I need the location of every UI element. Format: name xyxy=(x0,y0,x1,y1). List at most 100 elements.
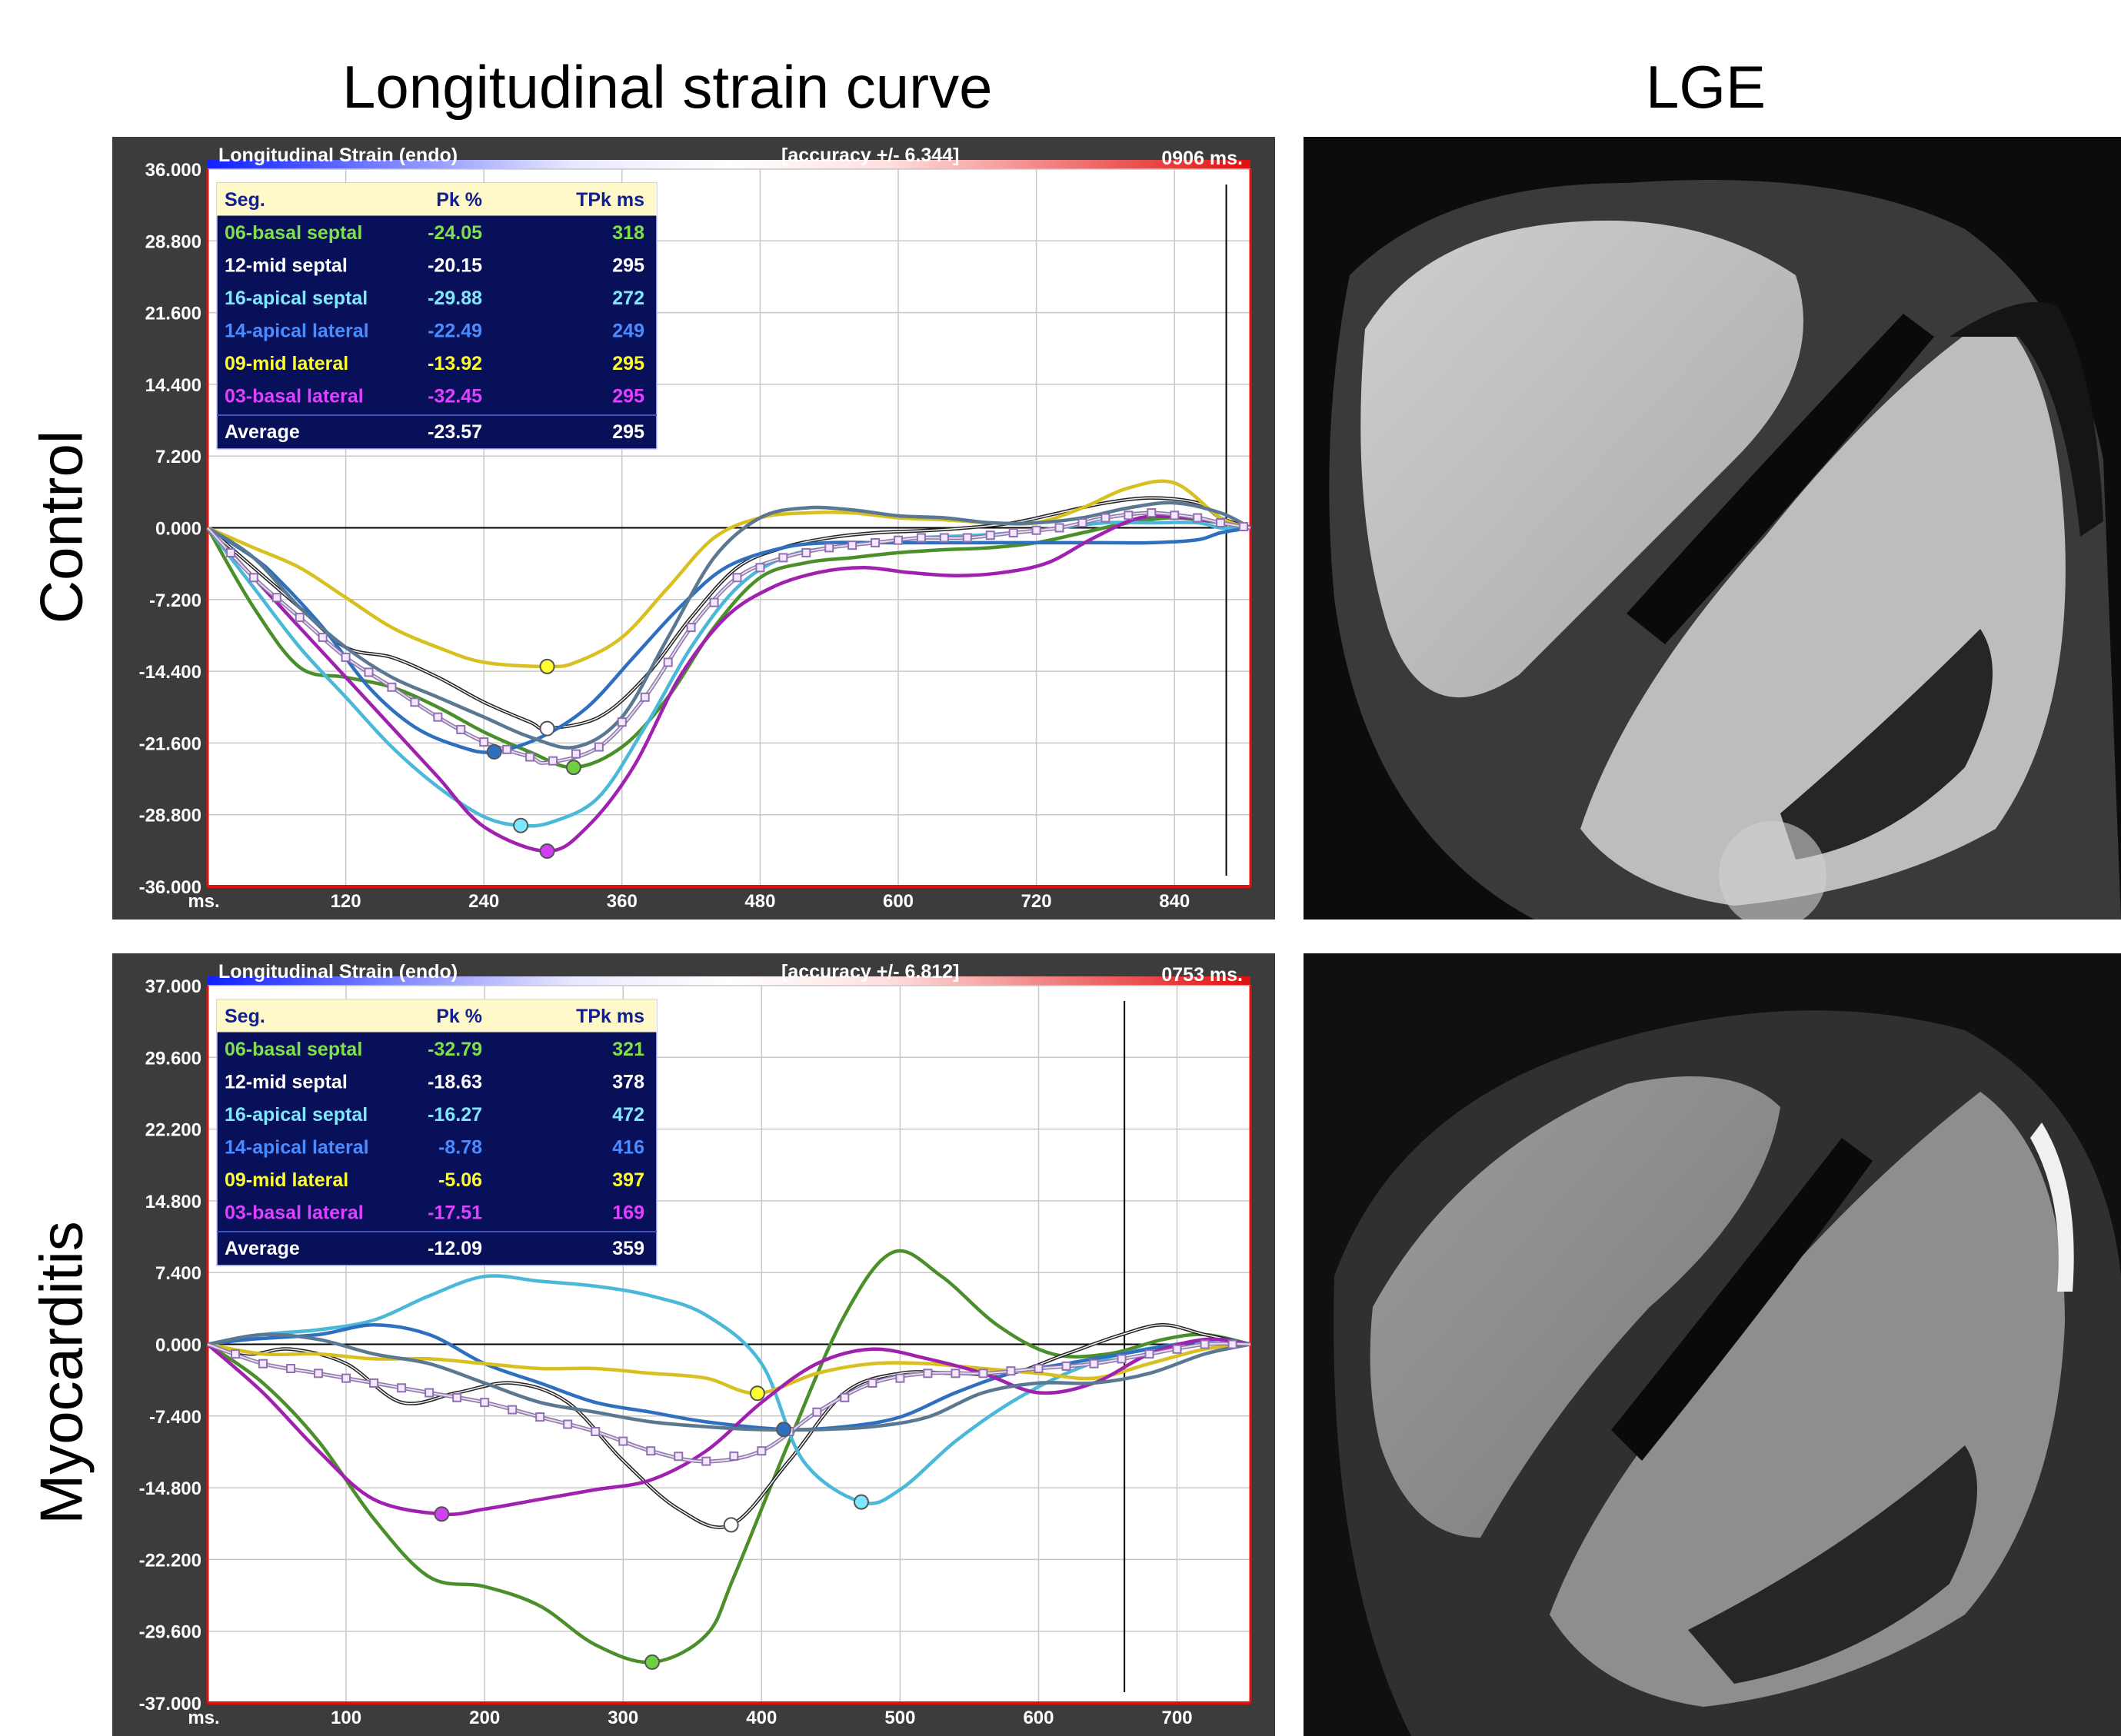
x-tick-label: 720 xyxy=(1021,891,1052,912)
average-marker xyxy=(962,533,972,543)
table-seg-name: 06-basal septal xyxy=(225,222,362,244)
average-marker xyxy=(871,537,881,547)
table-header-pk: Pk % xyxy=(436,189,482,211)
table-tpk-value: 295 xyxy=(612,353,644,374)
peak-marker xyxy=(539,843,555,859)
average-marker xyxy=(1100,513,1110,523)
average-marker xyxy=(1054,523,1064,533)
table-pk-value: -29.88 xyxy=(428,288,482,309)
chart-title: Longitudinal Strain (endo) xyxy=(218,145,458,166)
series-line-inner xyxy=(207,497,1251,730)
average-marker xyxy=(425,1388,435,1398)
average-marker xyxy=(895,1373,905,1383)
table-header-seg: Seg. xyxy=(225,189,265,211)
table-seg-name: 03-basal lateral xyxy=(225,1202,364,1224)
average-marker xyxy=(502,744,512,754)
average-marker xyxy=(225,547,235,557)
row-label-control: Control xyxy=(27,430,95,624)
average-marker xyxy=(663,657,673,667)
table-seg-name: 16-apical septal xyxy=(225,288,368,309)
x-tick-label: 600 xyxy=(1023,1708,1054,1728)
average-marker xyxy=(364,667,374,677)
table-tpk-value: 295 xyxy=(612,255,644,277)
average-marker xyxy=(387,682,397,692)
table-tpk-value: 272 xyxy=(612,288,644,309)
x-tick-label: 500 xyxy=(884,1708,915,1728)
average-marker xyxy=(397,1383,407,1393)
average-marker xyxy=(1193,513,1203,523)
peak-marker xyxy=(723,1517,739,1533)
average-marker xyxy=(1117,1354,1127,1364)
peak-table-bg xyxy=(216,182,658,450)
table-seg-name: 06-basal septal xyxy=(225,1039,362,1060)
average-marker xyxy=(732,573,742,583)
peak-marker xyxy=(539,658,555,674)
average-marker xyxy=(1124,510,1134,520)
y-tick-label: -28.800 xyxy=(139,806,201,826)
peak-marker xyxy=(434,1506,450,1522)
peak-table-header-bg xyxy=(217,183,657,216)
color-scale-bar xyxy=(208,976,1250,986)
average-marker xyxy=(757,1446,767,1456)
average-marker xyxy=(480,1398,490,1408)
average-marker xyxy=(571,749,581,759)
average-marker xyxy=(341,652,351,662)
table-seg-name: 14-apical lateral xyxy=(225,1137,369,1159)
average-marker xyxy=(916,533,926,543)
average-marker xyxy=(1031,525,1041,535)
row-label-myocarditis: Myocarditis xyxy=(27,1221,95,1525)
series-line xyxy=(207,1342,1251,1395)
average-marker xyxy=(369,1378,379,1388)
series-line xyxy=(206,1249,1251,1664)
peak-marker xyxy=(644,1654,661,1670)
y-tick-label: -21.600 xyxy=(139,733,201,754)
average-marker xyxy=(640,692,650,702)
table-header-tpk: TPk ms xyxy=(576,1006,644,1027)
y-tick-label: 21.600 xyxy=(145,304,201,324)
average-marker xyxy=(231,1349,241,1359)
average-marker xyxy=(978,1369,988,1378)
table-tpk-value: 169 xyxy=(612,1202,644,1224)
average-marker xyxy=(1172,1344,1182,1354)
time-label: 0906 ms. xyxy=(1161,148,1243,169)
average-marker xyxy=(1216,518,1226,528)
average-marker xyxy=(271,593,281,603)
average-marker xyxy=(923,1369,933,1378)
average-marker xyxy=(1147,508,1157,518)
average-marker xyxy=(508,1405,518,1415)
average-marker xyxy=(1144,1349,1154,1359)
series-line xyxy=(206,1337,1251,1517)
series-line xyxy=(206,526,1251,754)
y-tick-label: -37.000 xyxy=(139,1694,201,1714)
x-tick-label: 840 xyxy=(1159,891,1190,912)
average-marker xyxy=(686,623,696,633)
x-tick-label: 700 xyxy=(1162,1708,1193,1728)
table-pk-value: -16.27 xyxy=(428,1104,482,1126)
table-pk-value: -32.45 xyxy=(428,386,482,407)
average-marker xyxy=(314,1369,324,1378)
average-marker xyxy=(801,547,811,557)
average-marker xyxy=(618,1436,628,1446)
average-marker xyxy=(479,737,489,747)
average-marker xyxy=(812,1407,822,1417)
average-marker xyxy=(674,1452,684,1462)
lge-heading: LGE xyxy=(1646,53,1766,121)
table-pk-value: -18.63 xyxy=(428,1072,482,1093)
series-line xyxy=(206,501,1252,750)
average-marker xyxy=(755,563,765,573)
x-tick-label: 360 xyxy=(607,891,638,912)
average-marker xyxy=(286,1364,296,1374)
table-seg-name: 03-basal lateral xyxy=(225,386,364,407)
accuracy-label: [accuracy +/- 6.344] xyxy=(781,145,959,166)
time-label: 0753 ms. xyxy=(1161,964,1243,986)
table-pk-value: -32.79 xyxy=(428,1039,482,1060)
average-marker xyxy=(709,597,719,607)
average-marker xyxy=(1006,1366,1016,1376)
x-tick-label: 400 xyxy=(746,1708,777,1728)
average-marker xyxy=(548,756,558,766)
chart-title: Longitudinal Strain (endo) xyxy=(218,961,458,983)
table-header-pk: Pk % xyxy=(436,1006,482,1027)
average-marker xyxy=(535,1412,545,1422)
peak-table: Seg. Pk % TPk ms 06-basal septal -24.05 318 12… xyxy=(216,182,658,450)
peak-table-header-bg xyxy=(217,999,657,1033)
